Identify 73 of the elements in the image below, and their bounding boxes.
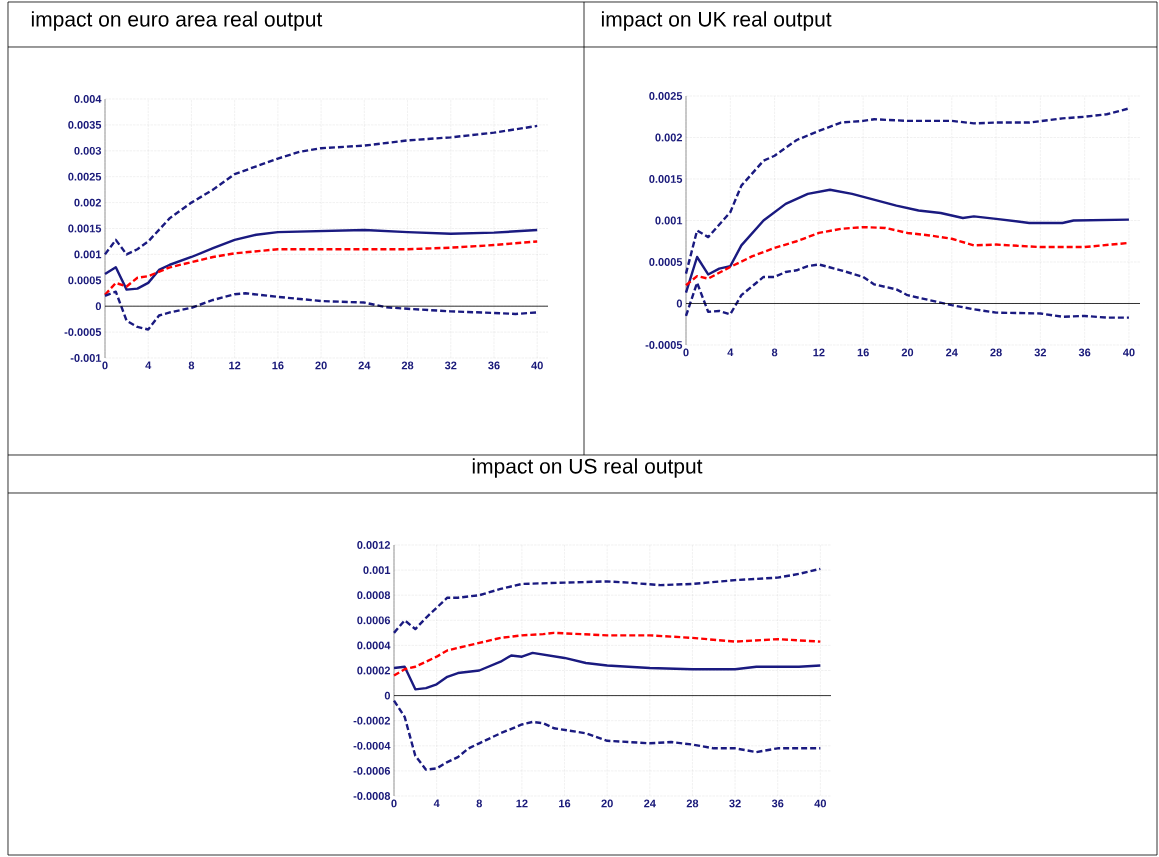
y-tick-label: 0.001 [655,216,683,225]
y-tick-label: 0.0005 [68,276,102,285]
y-tick-label: 0 [676,299,683,308]
x-tick-label: 20 [315,361,327,370]
x-tick-label: 16 [272,361,284,370]
x-tick-label: 8 [476,799,482,808]
x-tick-label: 32 [444,361,457,370]
x-tick-label: 32 [729,799,741,808]
y-tick-label: 0.0012 [357,541,391,549]
x-tick-label: 12 [516,799,528,808]
x-tick-label: 36 [1078,348,1091,357]
y-tick-label: 0.001 [74,250,102,259]
x-tick-label: 24 [644,799,656,808]
y-tick-label: -0.001 [70,354,102,362]
y-tick-label: 0.0025 [68,172,102,181]
chart-title: impact on US real output [472,458,703,478]
line-series [684,263,1131,319]
line-series [392,699,822,771]
line-series [103,290,539,331]
y-tick-label: 0.003 [74,146,102,155]
x-tick-label: 24 [946,348,958,357]
y-tick-label: -0.0006 [353,767,391,775]
x-tick-label: 20 [901,348,914,357]
x-tick-label: 0 [683,348,689,357]
y-tick-label: 0.0004 [357,641,391,650]
y-tick-label: 0.0015 [68,224,102,233]
x-tick-label: 8 [188,361,195,370]
line-series [392,631,822,677]
x-tick-label: 36 [771,799,784,808]
x-tick-label: 28 [990,348,1002,357]
y-tick-label: -0.0004 [353,741,391,750]
y-tick-label: 0.0002 [357,666,391,675]
x-tick-label: 12 [813,348,825,357]
x-tick-label: 16 [857,348,869,357]
x-tick-label: 0 [391,799,397,808]
x-tick-label: 40 [814,799,827,808]
x-tick-label: 32 [1034,348,1047,357]
y-tick-label: 0.001 [363,566,391,574]
x-tick-label: 40 [1122,348,1135,357]
x-tick-label: 16 [559,799,571,808]
y-tick-label: 0.0005 [649,258,683,266]
line-series [103,124,539,256]
x-tick-label: 4 [145,361,152,370]
x-tick-label: 4 [433,799,440,808]
y-tick-label: 0.0006 [357,616,391,625]
x-tick-label: 8 [771,348,778,357]
x-tick-label: 0 [102,361,108,370]
y-tick-label: -0.0008 [353,792,391,800]
x-tick-label: 40 [531,361,543,370]
x-tick-label: 36 [488,361,500,370]
x-tick-label: 20 [601,799,613,808]
y-tick-label: -0.0005 [645,341,683,349]
x-tick-label: 28 [686,799,699,808]
x-tick-label: 24 [358,361,371,370]
y-tick-label: 0.002 [74,198,102,207]
x-tick-label: 12 [229,361,241,370]
x-tick-label: 28 [401,361,414,370]
line-series [392,651,822,691]
line-series [392,567,822,635]
x-tick-label: 4 [727,348,734,357]
y-tick-label: 0.0015 [649,175,683,183]
y-tick-label: 0.004 [74,95,102,103]
chart-title: impact on UK real output [601,11,832,31]
y-tick-label: 0 [384,691,391,700]
y-tick-label: 0.0008 [357,591,391,600]
y-tick-label: 0.002 [655,133,683,142]
y-tick-label: -0.0005 [64,328,102,336]
y-tick-label: 0 [95,302,102,311]
y-tick-label: 0.0035 [68,121,102,129]
chart-title: impact on euro area real output [31,11,323,31]
y-tick-label: -0.0002 [353,716,391,725]
line-series [684,107,1131,275]
y-tick-label: 0.0025 [649,92,683,100]
